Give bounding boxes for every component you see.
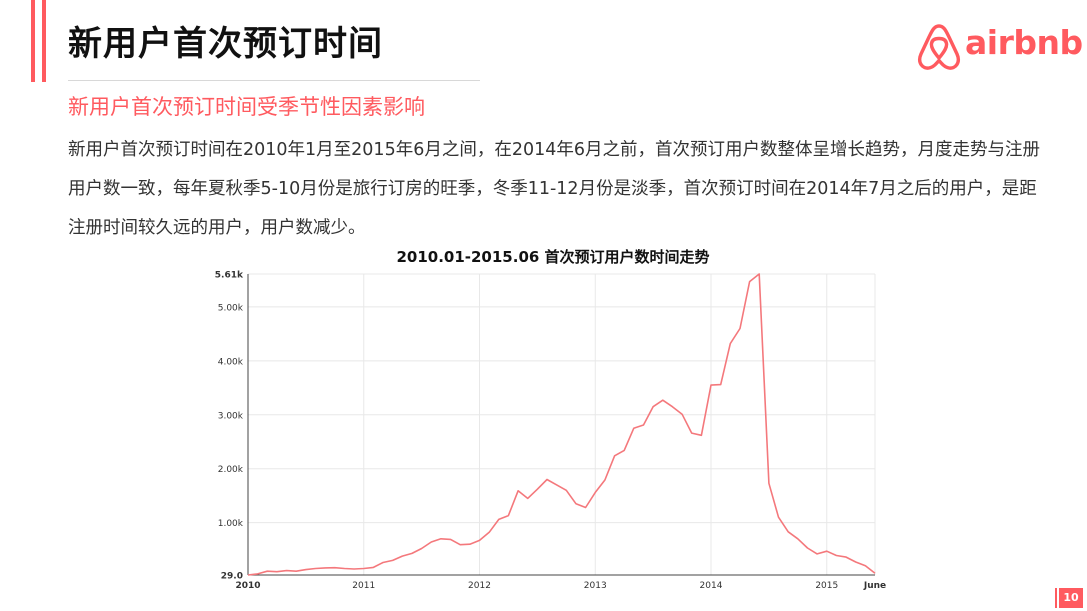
data-point <box>632 427 635 430</box>
chart-series <box>247 273 877 577</box>
data-point <box>777 516 780 519</box>
data-point <box>700 434 703 437</box>
data-point <box>333 566 336 569</box>
airbnb-logo: airbnb <box>917 22 1083 72</box>
data-point <box>681 413 684 416</box>
data-point <box>478 539 481 542</box>
series-line <box>247 273 876 576</box>
data-point <box>652 405 655 408</box>
data-point <box>787 530 790 533</box>
data-point <box>382 561 385 564</box>
airbnb-belo-icon <box>918 24 960 70</box>
data-point <box>710 384 713 387</box>
data-point <box>555 483 558 486</box>
data-point <box>266 570 269 573</box>
brand-name: airbnb <box>965 23 1083 62</box>
data-point <box>488 531 491 534</box>
page-number: 10 <box>1059 588 1083 608</box>
data-point <box>391 559 394 562</box>
data-point <box>247 574 250 577</box>
data-point <box>661 399 664 402</box>
data-point <box>440 537 443 540</box>
accent-bar-left <box>31 0 35 82</box>
slide-title: 新用户首次预订时间 <box>68 24 383 64</box>
data-point <box>459 543 462 546</box>
data-point <box>507 514 510 517</box>
data-point <box>526 497 529 500</box>
data-point <box>276 570 279 573</box>
x-tick-label: 2010 <box>235 581 260 590</box>
data-point <box>546 478 549 481</box>
x-tick-label: 2013 <box>584 581 607 590</box>
data-point <box>536 488 539 491</box>
data-point <box>584 506 587 509</box>
data-point <box>835 554 838 557</box>
page-number-mark <box>1055 588 1057 608</box>
data-point <box>372 566 375 569</box>
data-point <box>671 405 674 408</box>
data-point <box>401 555 404 558</box>
data-point <box>767 482 770 485</box>
data-point <box>748 280 751 283</box>
data-point <box>613 454 616 457</box>
data-point <box>420 547 423 550</box>
data-point <box>575 502 578 505</box>
data-point <box>739 327 742 330</box>
data-point <box>468 543 471 546</box>
x-tick-label: 2011 <box>352 581 375 590</box>
slide-subtitle: 新用户首次预订时间受季节性因素影响 <box>68 95 425 119</box>
data-point <box>758 273 761 276</box>
data-point <box>565 489 568 492</box>
data-point <box>729 342 732 345</box>
data-point <box>497 518 500 521</box>
data-point <box>816 553 819 556</box>
y-tick-label: 3.00k <box>218 411 244 421</box>
chart-axes: 29.0 1.00k 2.00k 3.00k 4.00k 5.00k 5.61k 2010 20… <box>215 271 886 591</box>
data-point <box>362 567 365 570</box>
data-point <box>642 424 645 427</box>
data-point <box>430 541 433 544</box>
data-point <box>324 567 327 570</box>
data-point <box>874 572 877 575</box>
data-point <box>690 432 693 435</box>
data-point <box>623 449 626 452</box>
y-tick-label: 5.61k <box>215 271 244 281</box>
slide-body-text: 新用户首次预订时间在2010年1月至2015年6月之间，在2014年6月之前，首… <box>68 140 1041 238</box>
data-point <box>845 556 848 559</box>
data-point <box>864 564 867 567</box>
chart-gridlines <box>247 273 876 576</box>
data-point <box>449 538 452 541</box>
data-point <box>517 489 520 492</box>
y-tick-label: 5.00k <box>218 303 244 313</box>
data-point <box>304 568 307 571</box>
x-tick-label: June <box>863 581 886 590</box>
data-point <box>256 572 259 575</box>
data-point <box>825 550 828 553</box>
data-point <box>314 567 317 570</box>
accent-bar-right <box>42 0 46 82</box>
data-point <box>343 567 346 570</box>
data-point <box>719 383 722 386</box>
x-tick-label: 2015 <box>815 581 838 590</box>
data-point <box>285 569 288 572</box>
data-point <box>295 570 298 573</box>
data-point <box>411 552 414 555</box>
data-point <box>604 479 607 482</box>
y-tick-label: 1.00k <box>218 519 244 529</box>
data-point <box>854 561 857 564</box>
title-divider <box>68 80 480 81</box>
line-chart: 2010.01-2015.06 首次预订用户数时间走势 29.0 1.00k 2.0… <box>215 248 886 591</box>
y-tick-label: 2.00k <box>218 465 244 475</box>
x-tick-label: 2014 <box>700 581 723 590</box>
chart-title: 2010.01-2015.06 首次预订用户数时间走势 <box>396 248 709 266</box>
y-tick-label: 4.00k <box>218 357 244 367</box>
y-tick-label: 29.0 <box>221 572 243 582</box>
data-point <box>353 568 356 571</box>
data-point <box>806 547 809 550</box>
data-point <box>594 491 597 494</box>
x-tick-label: 2012 <box>468 581 491 590</box>
data-point <box>796 537 799 540</box>
